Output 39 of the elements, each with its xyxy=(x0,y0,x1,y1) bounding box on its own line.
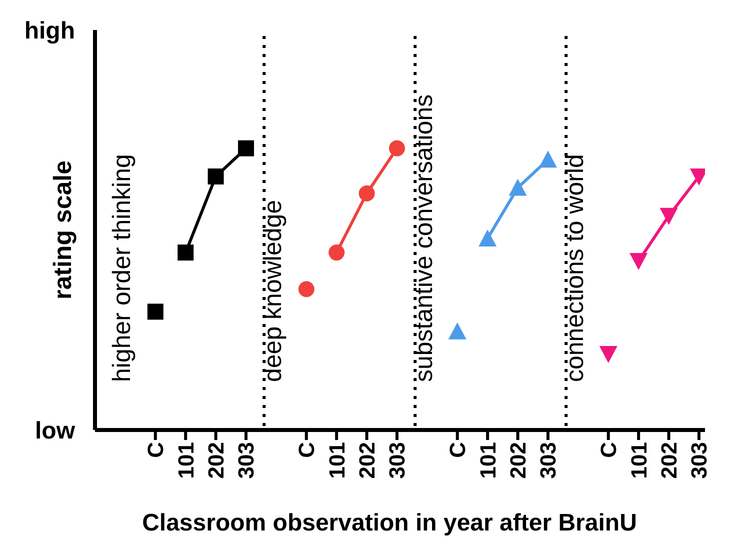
point xyxy=(178,244,194,261)
point xyxy=(508,178,527,196)
point xyxy=(599,346,618,363)
x-tick-label: 303 xyxy=(384,442,410,479)
x-tick-label: C xyxy=(143,442,168,458)
x-tick-label: C xyxy=(445,442,470,458)
point xyxy=(358,185,375,202)
text: high xyxy=(24,17,75,44)
point xyxy=(448,322,466,340)
x-tick-label: 101 xyxy=(324,442,350,479)
annotation: connections to world xyxy=(560,154,589,382)
point xyxy=(660,208,678,225)
point xyxy=(298,281,314,298)
annotation: higher order thinking xyxy=(108,154,136,382)
x-tick-label: 101 xyxy=(475,442,500,479)
x-tick-label: 303 xyxy=(536,442,561,479)
x-tick-label: 101 xyxy=(173,442,198,479)
x-tick-label: 303 xyxy=(234,442,259,479)
point xyxy=(147,304,164,320)
annotation: substantive conversations xyxy=(410,94,438,382)
point xyxy=(630,252,648,270)
x-tick-label: 303 xyxy=(686,442,712,479)
point xyxy=(328,244,345,261)
text: low xyxy=(35,417,76,444)
x-tick-label: 202 xyxy=(354,442,380,479)
x-tick-label: 101 xyxy=(626,442,652,479)
annotation: deep knowledge xyxy=(258,200,287,382)
x-tick-label: 202 xyxy=(505,442,530,479)
x-tick-label: 202 xyxy=(656,442,682,479)
point xyxy=(538,150,557,168)
x-axis-title: Classroom observation in year after BrainU xyxy=(142,509,637,536)
x-tick-label: 202 xyxy=(203,442,228,479)
x-tick-label: C xyxy=(294,442,320,458)
point xyxy=(478,229,497,246)
point xyxy=(238,140,254,156)
point xyxy=(208,168,224,184)
y-axis-title: rating scale xyxy=(48,160,77,300)
x-tick-label: C xyxy=(596,442,622,458)
point xyxy=(388,140,405,156)
